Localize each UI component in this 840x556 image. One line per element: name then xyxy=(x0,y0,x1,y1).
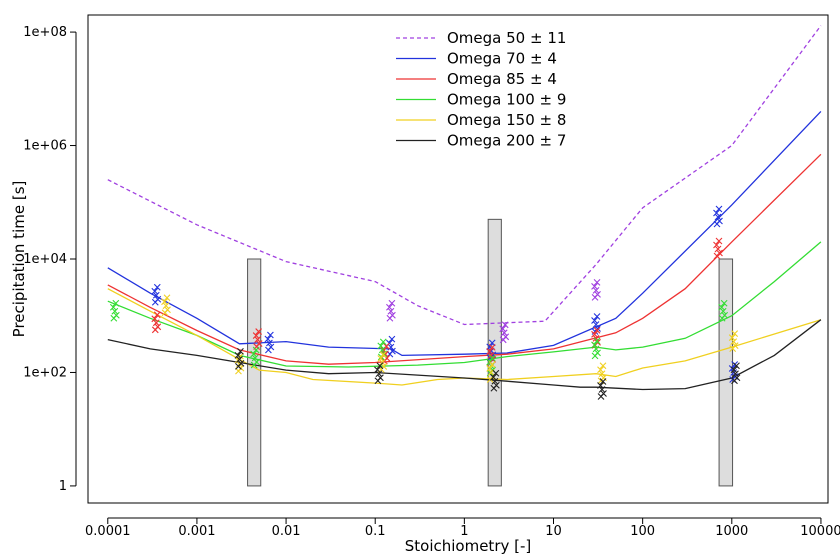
legend-label-1: Omega 70 ± 4 xyxy=(447,50,557,68)
y-tick-label-4: 1e+08 xyxy=(23,25,67,40)
x-tick-label-1: 0.001 xyxy=(178,524,215,539)
data-point-1-4 xyxy=(591,313,601,335)
series-line-4 xyxy=(107,288,822,386)
legend-label-3: Omega 100 ± 9 xyxy=(447,91,566,109)
data-point-5-1 xyxy=(374,362,384,385)
legend-label-0: Omega 50 ± 11 xyxy=(447,29,566,47)
y-tick-label-3: 1e+06 xyxy=(23,139,67,154)
x-tick-label-6: 100 xyxy=(630,524,655,539)
data-point-4-4 xyxy=(597,362,607,385)
y-tick-label-0: 1 xyxy=(59,479,67,494)
x-tick-label-5: 10 xyxy=(545,524,562,539)
data-point-4-2 xyxy=(377,351,388,373)
series-line-2 xyxy=(107,153,822,365)
data-point-3-5 xyxy=(718,299,729,322)
points-layer xyxy=(109,205,741,400)
data-point-5-0 xyxy=(234,347,245,370)
data-point-3-4 xyxy=(591,337,601,360)
x-axis-title: Stoichiometry [-] xyxy=(405,537,532,555)
legend-label-4: Omega 150 ± 8 xyxy=(447,111,566,129)
x-axis: 0.0001 0.001 0.01 0.1 1 10 100 1000 10000 xyxy=(85,517,840,539)
data-point-5-4 xyxy=(730,362,741,385)
data-point-3-0 xyxy=(109,299,120,322)
x-tick-label-3: 0.1 xyxy=(365,524,386,539)
y-axis-title: Precipitation time [s] xyxy=(10,181,28,338)
series-line-1 xyxy=(107,110,822,357)
data-point-5-2 xyxy=(489,369,500,392)
data-point-0-0 xyxy=(386,299,396,322)
series-line-5 xyxy=(107,319,822,391)
x-tick-label-0: 0.0001 xyxy=(85,524,131,539)
x-tick-label-8: 10000 xyxy=(800,524,840,539)
data-point-0-2 xyxy=(591,278,601,301)
legend-label-5: Omega 200 ± 7 xyxy=(447,132,566,150)
y-tick-label-1: 1e+02 xyxy=(23,365,67,380)
data-point-0-1 xyxy=(499,321,510,344)
data-point-2-5 xyxy=(713,237,723,260)
legend: Omega 50 ± 11 Omega 70 ± 4 Omega 85 ± 4 Ome… xyxy=(396,29,566,150)
range-bar-2 xyxy=(718,258,734,487)
data-point-1-1 xyxy=(264,331,275,354)
legend-label-2: Omega 85 ± 4 xyxy=(447,70,557,88)
x-tick-label-2: 0.01 xyxy=(272,524,301,539)
y-tick-label-2: 1e+04 xyxy=(23,252,67,267)
y-axis: 1 1e+02 1e+04 1e+06 1e+08 xyxy=(23,25,77,494)
plot-frame xyxy=(87,14,829,504)
data-point-3-1 xyxy=(250,346,261,369)
range-bar-0 xyxy=(247,258,262,487)
data-point-5-3 xyxy=(597,378,607,400)
data-point-1-0 xyxy=(151,283,162,306)
series-line-0 xyxy=(107,25,822,326)
series-line-3 xyxy=(107,241,822,368)
x-tick-label-4: 1 xyxy=(460,524,468,539)
data-point-4-5 xyxy=(728,330,739,352)
data-point-2-0 xyxy=(151,311,162,334)
data-point-1-5 xyxy=(713,205,723,228)
data-point-1-2 xyxy=(386,335,396,358)
x-tick-label-7: 1000 xyxy=(715,524,748,539)
data-point-4-0 xyxy=(161,294,171,317)
